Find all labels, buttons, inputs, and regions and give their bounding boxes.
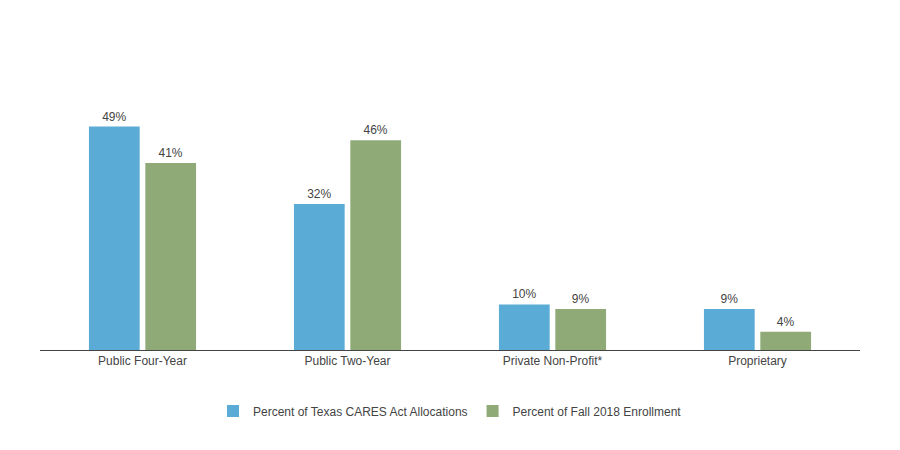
svg-text:Private Non-Profit*: Private Non-Profit* — [503, 354, 603, 368]
svg-text:49%: 49% — [102, 110, 126, 124]
svg-text:9%: 9% — [572, 292, 590, 306]
svg-text:10%: 10% — [512, 287, 536, 301]
svg-text:Public Four-Year: Public Four-Year — [98, 354, 187, 368]
svg-text:32%: 32% — [307, 187, 331, 201]
svg-text:4%: 4% — [777, 315, 795, 329]
svg-text:41%: 41% — [159, 146, 183, 160]
svg-text:46%: 46% — [364, 123, 388, 137]
svg-text:Proprietary: Proprietary — [728, 354, 787, 368]
svg-text:9%: 9% — [720, 292, 738, 306]
svg-text:Percent of Texas CARES Act All: Percent of Texas CARES Act Allocations — [253, 405, 468, 419]
svg-text:Percent of Fall 2018 Enrollmen: Percent of Fall 2018 Enrollment — [513, 405, 682, 419]
svg-text:Public Two-Year: Public Two-Year — [304, 354, 390, 368]
